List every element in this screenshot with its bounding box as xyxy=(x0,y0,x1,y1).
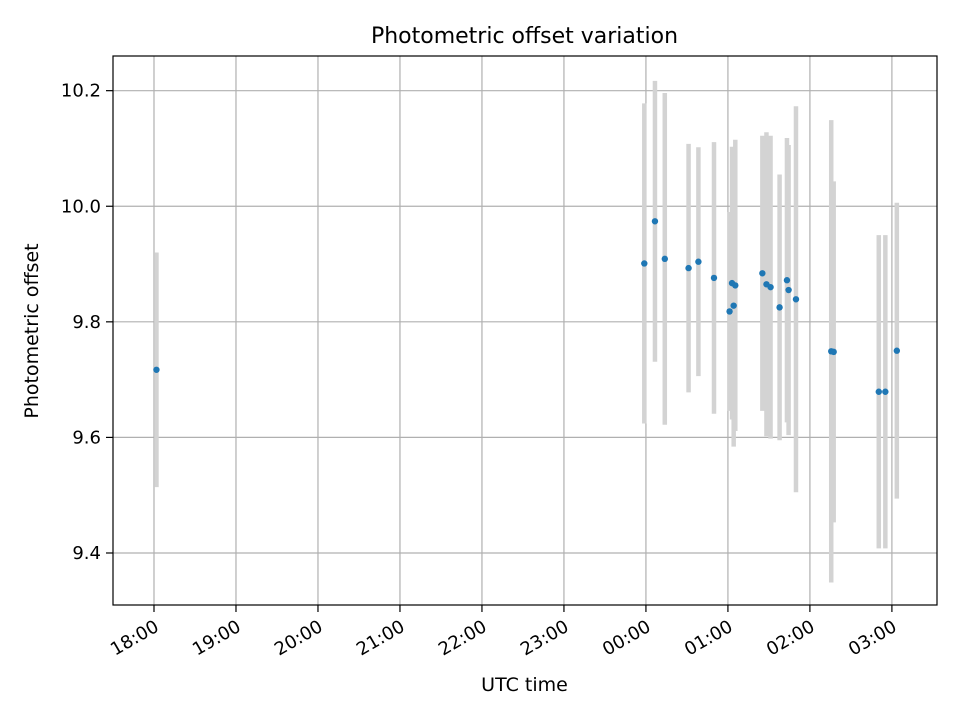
data-point xyxy=(695,258,702,265)
data-point xyxy=(830,348,837,356)
data-point xyxy=(651,218,659,225)
x-tick-label: 01:00 xyxy=(681,616,736,660)
x-tick-label: 02:00 xyxy=(763,616,818,660)
data-point xyxy=(882,388,889,395)
data-points xyxy=(153,218,901,395)
data-point xyxy=(726,308,733,315)
y-tick-label: 10.0 xyxy=(61,196,101,217)
data-point xyxy=(710,274,718,282)
data-point xyxy=(785,286,792,294)
data-point xyxy=(685,264,692,272)
x-tick-label: 20:00 xyxy=(271,616,326,660)
x-tick-label: 18:00 xyxy=(107,616,162,660)
data-point xyxy=(783,277,791,284)
data-point xyxy=(661,255,668,263)
x-axis-ticks: 18:00 19:00 20:00 21:00 22:00 23:00 00:00 01:00… xyxy=(107,605,900,660)
data-point xyxy=(730,302,737,309)
y-tick-label: 10.2 xyxy=(61,81,101,102)
data-point xyxy=(153,366,160,373)
data-point xyxy=(759,270,766,277)
x-tick-label: 00:00 xyxy=(599,616,654,660)
data-point xyxy=(776,304,783,311)
x-tick-label: 23:00 xyxy=(517,616,572,660)
plot-frame xyxy=(112,55,938,606)
data-point xyxy=(732,282,739,289)
x-tick-label: 22:00 xyxy=(435,616,490,660)
y-tick-label: 9.8 xyxy=(72,312,101,333)
x-tick-label: 19:00 xyxy=(189,616,244,660)
y-axis-label: Photometric offset xyxy=(21,243,43,418)
error-bars xyxy=(154,80,900,583)
data-point xyxy=(893,347,901,354)
data-point xyxy=(792,296,800,303)
y-tick-label: 9.4 xyxy=(72,543,101,564)
x-tick-label: 03:00 xyxy=(845,616,900,660)
chart-title: Photometric offset variation xyxy=(371,24,678,49)
x-axis-label: UTC time xyxy=(481,674,568,696)
data-point xyxy=(875,388,882,395)
y-axis-ticks: 9.4 9.6 9.8 10.0 10.2 xyxy=(61,81,113,564)
data-point xyxy=(641,260,648,267)
x-tick-label: 21:00 xyxy=(353,616,408,660)
y-tick-label: 9.6 xyxy=(72,427,101,448)
grid xyxy=(113,56,937,605)
data-point xyxy=(767,283,774,291)
